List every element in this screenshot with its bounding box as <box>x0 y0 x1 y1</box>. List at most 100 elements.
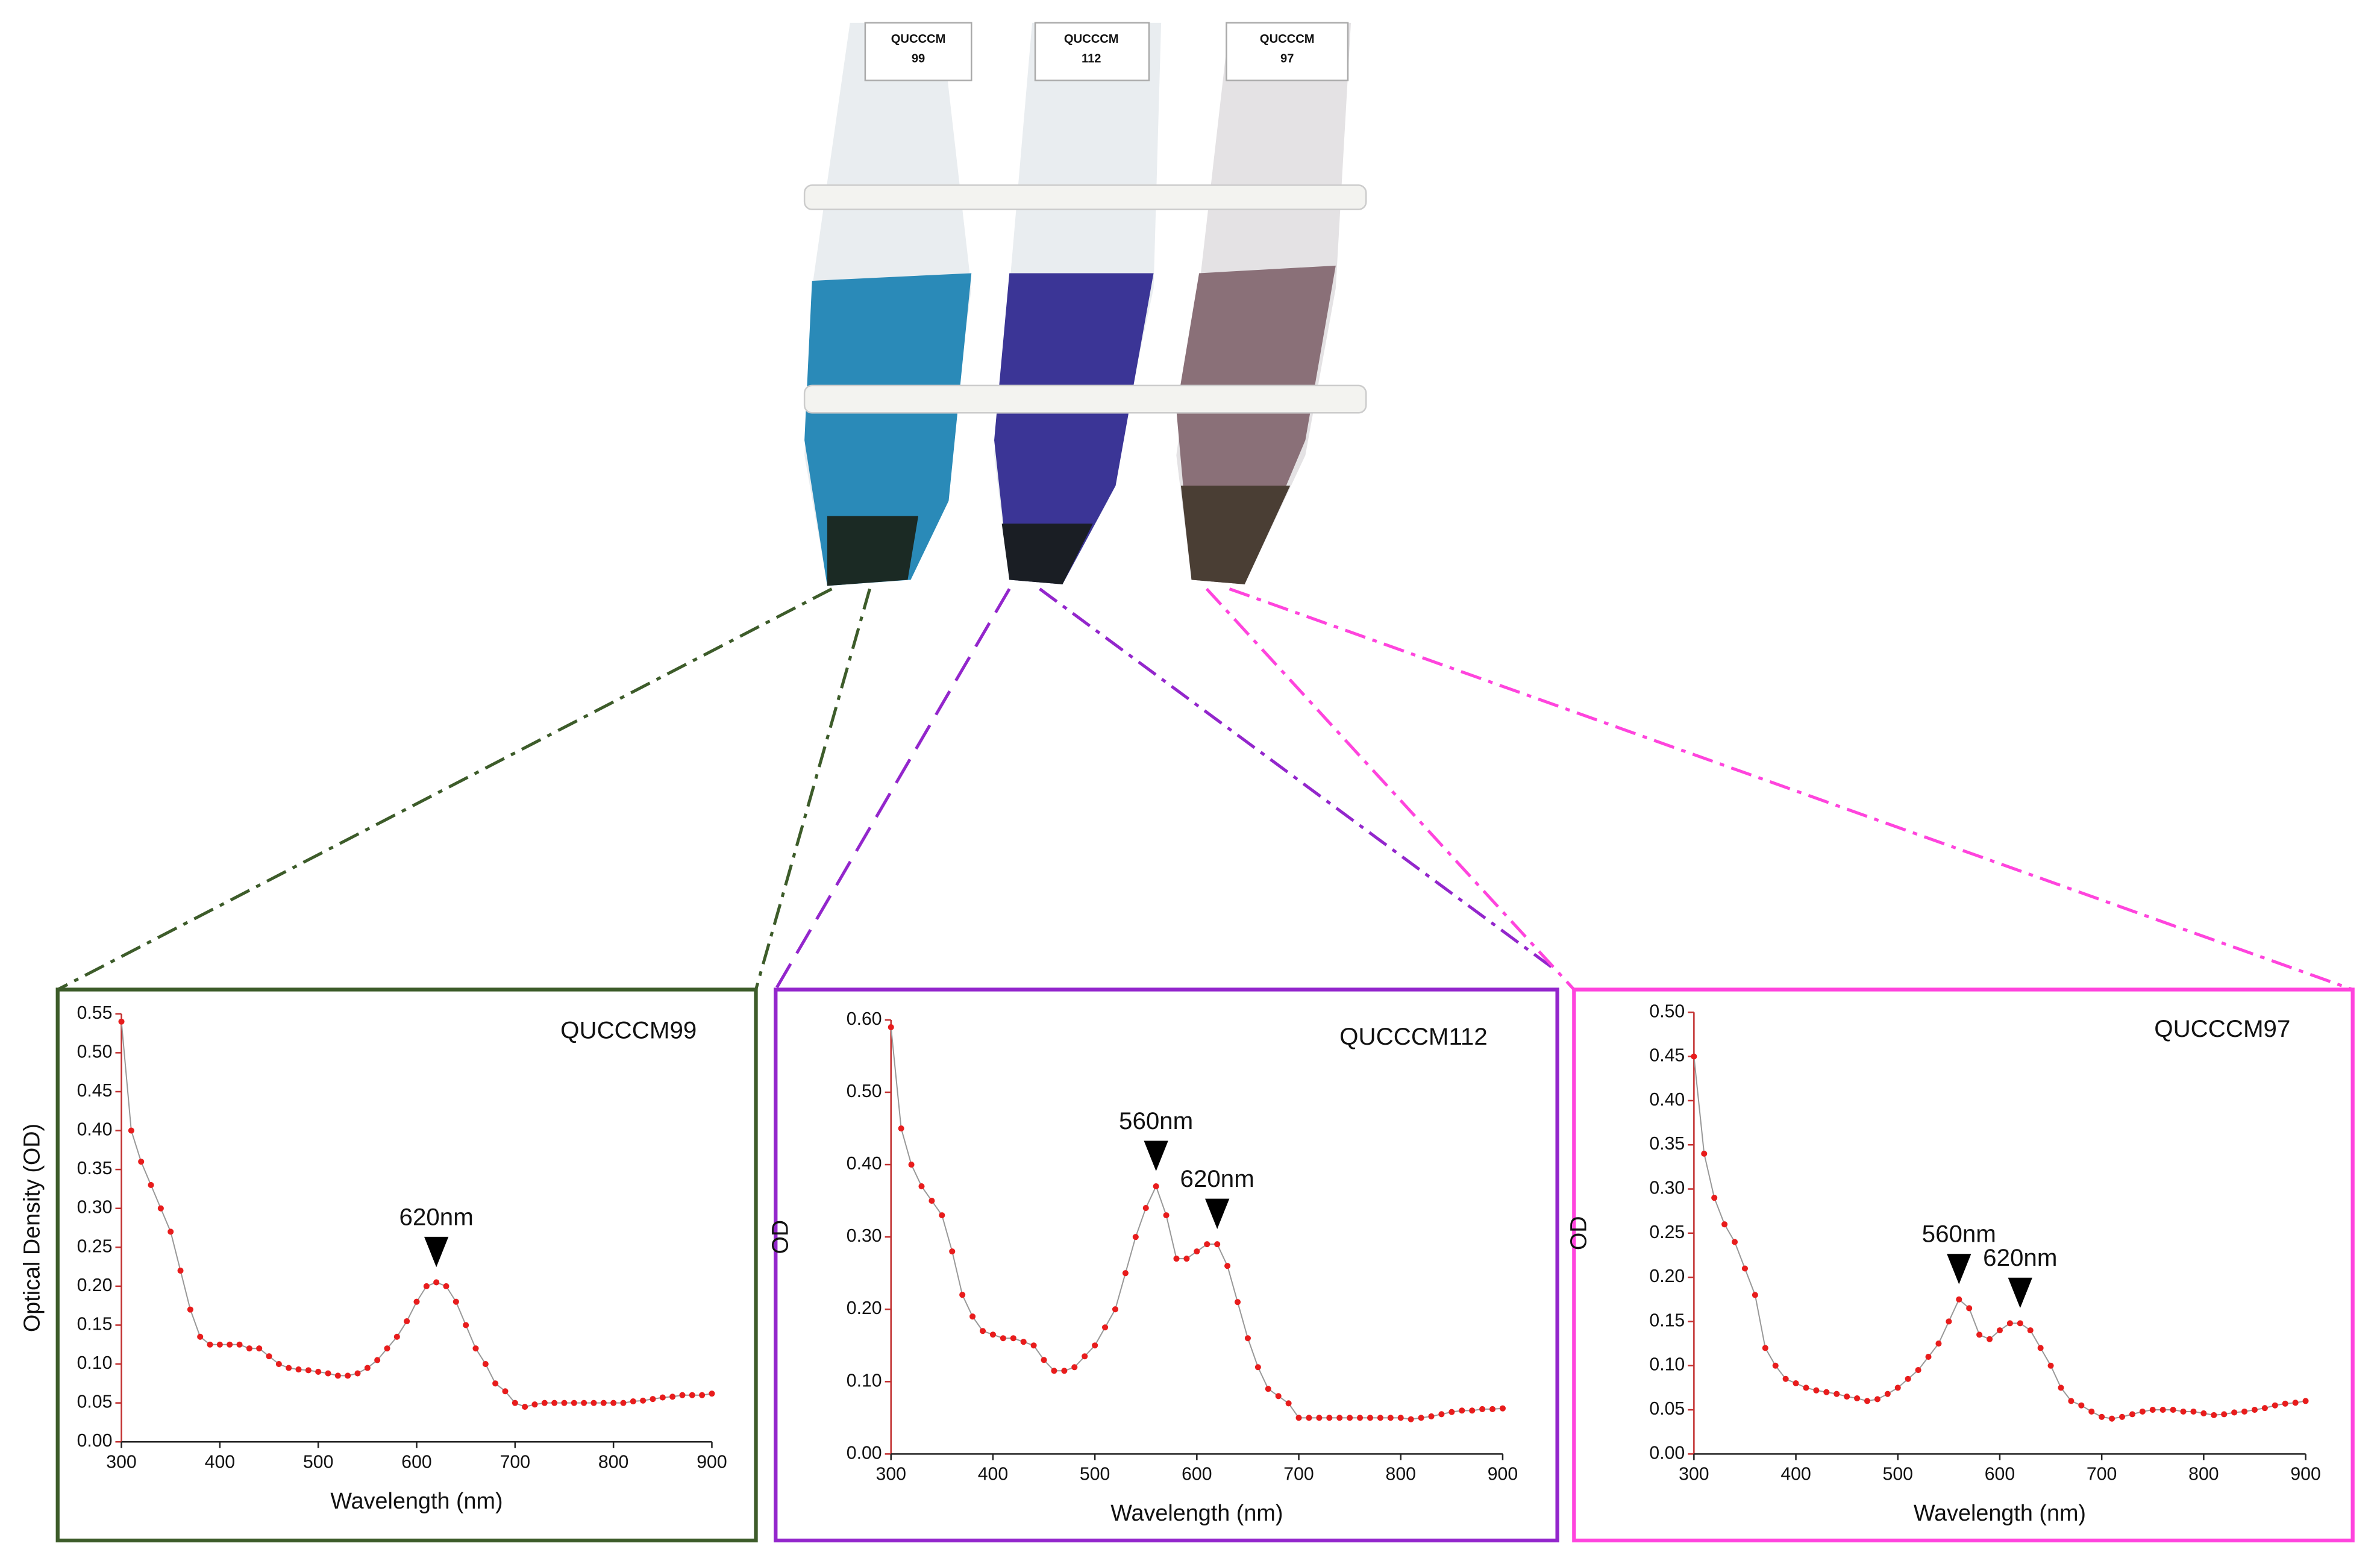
data-point <box>1854 1395 1861 1402</box>
data-point <box>453 1298 459 1305</box>
panel-title: QUCCCM97 <box>2154 1015 2290 1042</box>
data-point <box>1428 1413 1435 1419</box>
data-point <box>236 1341 243 1348</box>
x-tick-label: 400 <box>1780 1465 1811 1484</box>
data-point <box>1377 1415 1383 1421</box>
data-point <box>2139 1408 2146 1415</box>
data-point <box>364 1365 371 1371</box>
x-tick-label: 800 <box>2188 1465 2219 1484</box>
x-tick-label: 400 <box>205 1452 235 1472</box>
data-point <box>1163 1212 1170 1219</box>
data-point <box>2221 1411 2228 1418</box>
annotation-arrow <box>1144 1140 1168 1171</box>
data-point <box>325 1370 331 1377</box>
y-tick-label: 0.00 <box>77 1431 113 1451</box>
y-tick-label: 0.10 <box>77 1353 113 1373</box>
data-point <box>2047 1362 2054 1369</box>
data-point <box>2088 1408 2095 1415</box>
data-point <box>620 1400 627 1406</box>
annotation-label: 620nm <box>1983 1244 2057 1271</box>
data-point <box>979 1328 986 1334</box>
data-point <box>286 1365 292 1371</box>
y-tick-label: 0.15 <box>77 1314 113 1334</box>
x-tick-label: 500 <box>1080 1465 1110 1484</box>
annotation-label: 620nm <box>399 1203 474 1230</box>
tube-label: 99 <box>912 52 925 66</box>
panel-frame <box>774 987 1559 1543</box>
data-point <box>1894 1384 1901 1391</box>
data-point <box>502 1388 509 1395</box>
y-tick-label: 0.25 <box>1649 1222 1685 1242</box>
data-point <box>1102 1324 1109 1331</box>
data-point <box>2261 1405 2268 1412</box>
data-point <box>1183 1256 1190 1262</box>
data-point <box>227 1341 233 1348</box>
data-point <box>1915 1367 1921 1374</box>
data-point <box>1752 1292 1758 1298</box>
y-tick-label: 0.35 <box>77 1159 113 1178</box>
y-tick-label: 0.20 <box>1649 1266 1685 1286</box>
y-tick-label: 0.05 <box>1649 1399 1685 1419</box>
data-point <box>541 1400 548 1406</box>
x-tick-label: 600 <box>1182 1465 1212 1484</box>
tube-label-box <box>1034 22 1150 81</box>
data-point <box>1864 1398 1871 1404</box>
connector <box>754 588 871 990</box>
data-point <box>118 1018 125 1025</box>
data-point <box>1711 1195 1718 1201</box>
panel-title: QUCCCM112 <box>1339 1023 1488 1050</box>
data-point <box>949 1248 956 1255</box>
data-point <box>128 1127 134 1134</box>
data-point <box>1244 1335 1251 1342</box>
data-point <box>404 1318 410 1325</box>
data-point <box>1874 1396 1881 1403</box>
data-point <box>2037 1345 2044 1351</box>
y-axis-title: Optical Density (OD) <box>19 1124 45 1332</box>
data-point <box>1966 1305 1973 1312</box>
data-point <box>423 1283 430 1289</box>
data-point <box>1347 1415 1353 1421</box>
data-point <box>2006 1320 2013 1327</box>
data-point <box>315 1368 322 1375</box>
data-point <box>1122 1270 1129 1277</box>
data-point <box>1071 1364 1078 1371</box>
data-point <box>2292 1400 2299 1406</box>
tube-label: QUCCCM <box>1260 33 1315 46</box>
data-point <box>1306 1415 1312 1421</box>
data-point <box>522 1404 528 1410</box>
data-point <box>413 1298 420 1305</box>
x-axis-title: Wavelength (nm) <box>1914 1501 2086 1526</box>
data-point <box>1326 1415 1333 1421</box>
data-point <box>1153 1183 1159 1190</box>
x-tick-label: 800 <box>598 1452 628 1472</box>
tube-sediment <box>1180 486 1291 584</box>
connectors <box>57 587 2353 991</box>
data-point <box>699 1392 706 1398</box>
data-point <box>571 1400 577 1406</box>
data-point <box>2231 1409 2238 1416</box>
data-point <box>1285 1400 1292 1407</box>
data-point <box>1112 1306 1119 1313</box>
data-point <box>2190 1408 2197 1415</box>
x-axis-title: Wavelength (nm) <box>330 1489 503 1514</box>
tube-photo: QUCCCM 99 QUCCCM 112 QUCCCM 97 <box>803 22 1367 586</box>
data-point <box>908 1162 915 1168</box>
data-point <box>187 1306 193 1313</box>
chart-panel: 0.00 0.05 0.10 0.15 0.20 0.25 0.30 0.35 0.40 0.45… <box>1566 987 2355 1543</box>
chart-panel: 0.00 0.10 0.20 0.30 0.40 0.50 0.60 300 400 500 600… <box>768 987 1559 1543</box>
data-point <box>1459 1407 1465 1414</box>
data-point <box>2109 1415 2115 1422</box>
data-point <box>1367 1415 1374 1421</box>
data-point <box>148 1181 154 1189</box>
data-point <box>1265 1386 1271 1392</box>
data-point <box>1214 1241 1221 1248</box>
x-tick-label: 500 <box>1883 1465 1913 1484</box>
annotation-arrow <box>1205 1198 1230 1229</box>
data-point <box>650 1396 656 1403</box>
y-tick-label: 0.45 <box>77 1081 113 1101</box>
tube-label: 97 <box>1280 52 1294 66</box>
panel-frame <box>55 987 758 1543</box>
data-point <box>1772 1362 1779 1369</box>
data-point <box>1336 1415 1343 1421</box>
tube-liquid <box>804 273 972 586</box>
